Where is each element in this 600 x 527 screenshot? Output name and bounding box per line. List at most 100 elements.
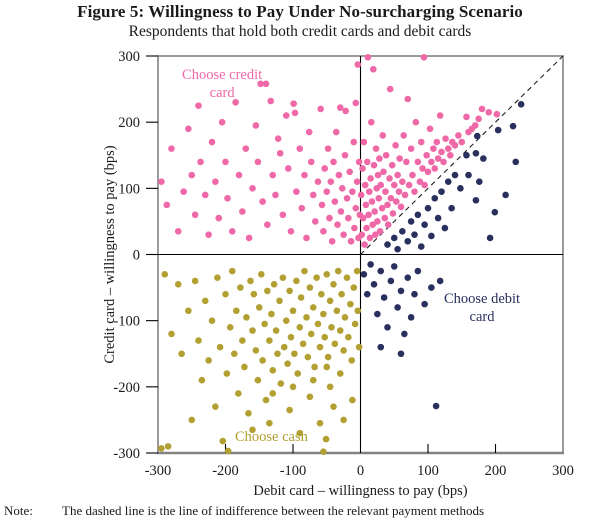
data-point: [224, 194, 231, 202]
data-point: [390, 234, 398, 242]
data-point: [368, 198, 376, 205]
data-point: [387, 194, 395, 202]
data-point: [366, 234, 374, 242]
data-point: [485, 108, 493, 116]
data-point: [305, 128, 313, 136]
data-point: [287, 228, 295, 235]
y-axis-title: Credit card – willingness to pay (bps): [102, 145, 118, 363]
data-point: [491, 208, 499, 216]
data-point: [377, 181, 385, 189]
data-point: [214, 274, 221, 281]
data-point: [195, 337, 202, 344]
data-point: [254, 376, 262, 384]
data-point: [376, 155, 383, 162]
data-point: [365, 211, 372, 219]
data-point: [480, 155, 487, 162]
x-tick-label: 100: [417, 463, 439, 479]
data-point: [341, 314, 349, 321]
data-point: [314, 178, 322, 186]
data-point: [431, 165, 439, 172]
data-point: [433, 138, 441, 146]
data-point: [448, 204, 455, 212]
data-point: [228, 228, 236, 235]
data-point: [257, 271, 265, 278]
data-point: [331, 198, 339, 205]
data-point: [254, 158, 262, 166]
data-point: [362, 201, 370, 209]
data-point: [379, 132, 387, 139]
data-point: [241, 363, 248, 371]
data-point: [517, 101, 525, 108]
data-point: [326, 297, 334, 305]
data-point: [372, 231, 379, 238]
data-point: [386, 175, 393, 182]
data-point: [338, 290, 345, 298]
data-point: [259, 198, 266, 205]
data-point: [191, 211, 199, 219]
data-point: [291, 350, 298, 358]
data-point: [336, 327, 344, 334]
data-point: [242, 145, 250, 152]
data-point: [262, 396, 270, 404]
data-point: [185, 125, 192, 133]
data-point: [321, 333, 329, 341]
data-point: [249, 185, 256, 192]
data-point: [438, 148, 445, 156]
data-point: [430, 145, 437, 152]
data-point: [222, 158, 229, 166]
data-point: [394, 245, 401, 253]
data-point: [224, 447, 232, 455]
data-point: [314, 320, 322, 328]
data-point: [316, 343, 324, 351]
y-tick-label: -300: [113, 446, 140, 462]
data-point: [318, 290, 325, 298]
data-point: [426, 125, 434, 133]
data-point: [324, 145, 332, 152]
data-point: [441, 224, 449, 232]
data-point: [444, 178, 452, 186]
data-point: [284, 360, 291, 367]
data-point: [355, 158, 363, 166]
data-point: [424, 168, 432, 176]
data-point: [277, 380, 285, 387]
data-point: [269, 171, 277, 179]
data-point: [446, 151, 454, 159]
data-point: [304, 353, 312, 361]
data-point: [309, 376, 317, 384]
data-point: [345, 214, 352, 222]
data-point: [264, 287, 271, 295]
data-point: [333, 307, 341, 315]
data-point: [348, 357, 356, 364]
data-point: [397, 350, 405, 358]
data-point: [218, 118, 226, 126]
data-point: [411, 188, 418, 195]
data-point: [185, 307, 192, 315]
data-point: [486, 234, 494, 242]
data-point: [328, 323, 335, 331]
data-point: [384, 221, 392, 229]
x-tick-label: -300: [145, 463, 172, 479]
data-point: [222, 290, 229, 298]
data-point: [318, 201, 326, 209]
data-point: [286, 287, 293, 295]
data-point: [280, 343, 288, 351]
data-point: [309, 191, 317, 199]
quadrant-label: card: [210, 85, 236, 101]
data-point: [371, 208, 378, 215]
data-point: [284, 165, 292, 172]
data-point: [296, 145, 304, 152]
data-point: [340, 416, 347, 424]
x-tick-label: -100: [280, 463, 307, 479]
data-point: [197, 158, 204, 166]
data-point: [205, 357, 212, 364]
data-point: [475, 115, 482, 123]
data-point: [303, 234, 310, 242]
data-point: [351, 224, 358, 232]
data-point: [387, 277, 395, 285]
data-point: [361, 181, 369, 189]
data-point: [434, 155, 442, 162]
data-point: [232, 99, 239, 106]
data-point: [457, 185, 464, 192]
data-point: [414, 158, 422, 166]
data-point: [268, 310, 275, 318]
